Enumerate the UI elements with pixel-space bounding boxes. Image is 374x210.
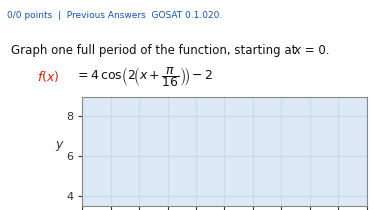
Text: Graph one full period of the function, starting at: Graph one full period of the function, s…	[11, 44, 304, 57]
Text: $f(x)$: $f(x)$	[37, 70, 60, 84]
Y-axis label: y: y	[55, 138, 63, 151]
Text: $= 4\,\cos\!\left(2\!\left(x+\dfrac{\pi}{16}\right)\!\right)-2$: $= 4\,\cos\!\left(2\!\left(x+\dfrac{\pi}…	[75, 65, 213, 89]
Text: = 0.: = 0.	[301, 44, 329, 57]
Text: 0/0 points  |  Previous Answers  GOSAT 0.1.020.: 0/0 points | Previous Answers GOSAT 0.1.…	[7, 11, 223, 20]
Text: x: x	[294, 44, 301, 57]
